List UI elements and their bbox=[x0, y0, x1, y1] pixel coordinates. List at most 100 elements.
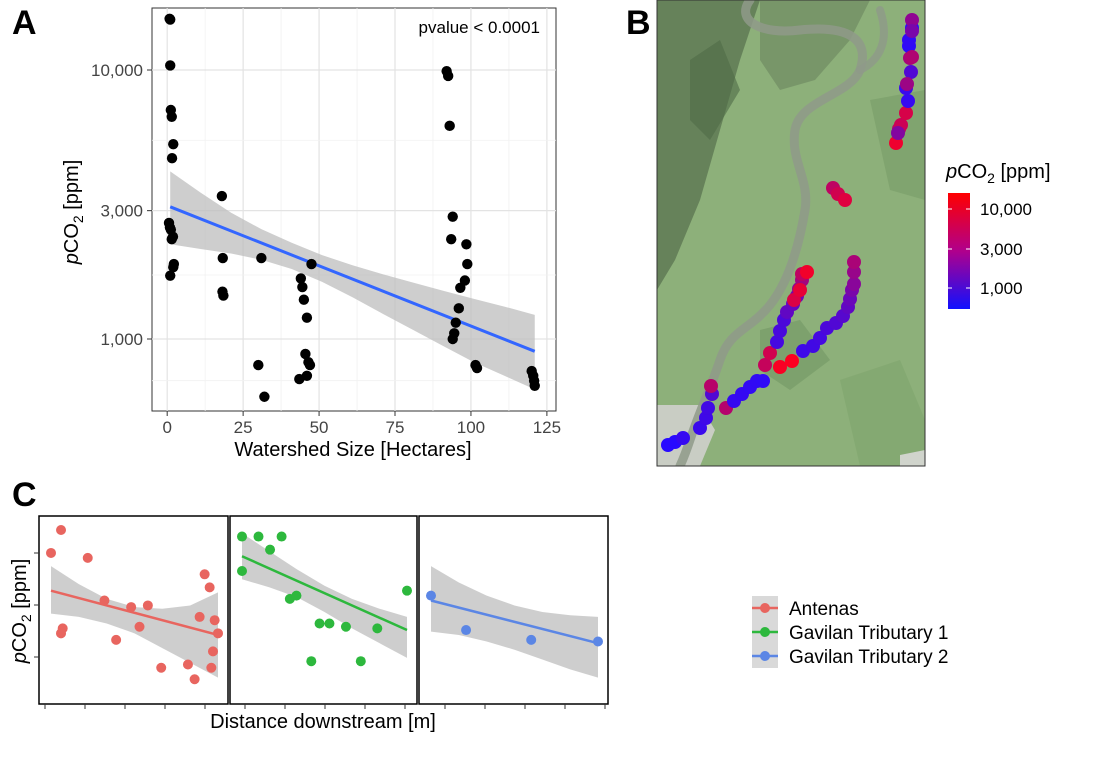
map-point bbox=[701, 401, 715, 415]
panel-a-point bbox=[306, 258, 317, 270]
facet-point bbox=[372, 623, 383, 634]
facet-point bbox=[593, 636, 603, 647]
facet-point bbox=[56, 525, 67, 535]
facet-point bbox=[206, 662, 217, 673]
panel-a-point bbox=[166, 111, 177, 122]
facet-point bbox=[314, 618, 325, 629]
map-point bbox=[891, 126, 905, 140]
legend-label-antenas: Antenas bbox=[789, 599, 859, 620]
facet-point bbox=[426, 590, 436, 601]
map-point bbox=[800, 265, 814, 279]
facet-point bbox=[526, 634, 537, 645]
panel-a-point bbox=[253, 359, 264, 371]
panel-a-x-axis-title: Watershed Size [Hectares] bbox=[234, 439, 471, 461]
panel-label-a: A bbox=[12, 4, 37, 42]
panel-a-point bbox=[300, 348, 311, 360]
panel-c-y-axis-title: pCO2 [ppm] bbox=[9, 559, 34, 665]
colorbar-label-1000: 1,000 bbox=[980, 279, 1023, 298]
map-point bbox=[676, 431, 690, 445]
panel-a-point bbox=[462, 258, 473, 270]
y-tick-label: 1,000 bbox=[100, 330, 143, 349]
map-point bbox=[905, 13, 919, 27]
panel-c-facets bbox=[34, 515, 609, 709]
panel-a-scatter: 0 25 50 75 100 125 1,000 3,000 10,000 pvalue < … bbox=[61, 7, 561, 461]
panel-a-point bbox=[298, 294, 310, 305]
facet-point bbox=[276, 531, 287, 542]
panel-a-point bbox=[165, 14, 176, 25]
facet-2 bbox=[229, 515, 418, 705]
colorbar-gradient bbox=[948, 193, 970, 309]
facet-point bbox=[265, 544, 276, 555]
map-point bbox=[704, 379, 718, 393]
y-tick-label: 10,000 bbox=[91, 61, 143, 80]
map-co2-points bbox=[661, 13, 919, 452]
panel-a-y-axis-title: pCO2 [ppm] bbox=[61, 160, 86, 266]
panel-a-fit-line bbox=[169, 205, 536, 353]
facet-point bbox=[126, 602, 137, 613]
facet-fit-line bbox=[50, 589, 219, 637]
map-point bbox=[756, 374, 770, 388]
panel-a-point bbox=[168, 261, 179, 273]
panel-a-point bbox=[447, 333, 458, 345]
panel-a-point bbox=[453, 303, 464, 314]
map-point bbox=[904, 65, 918, 79]
panel-a-point bbox=[529, 380, 540, 391]
panel-a-point bbox=[297, 281, 308, 293]
panel-a-x-axis: 0 25 50 75 100 125 bbox=[162, 411, 561, 437]
facet-ribbon bbox=[51, 566, 218, 678]
map-point bbox=[847, 265, 861, 279]
facet-point bbox=[182, 659, 193, 670]
facet-3 bbox=[418, 515, 609, 705]
panel-a-point bbox=[442, 70, 454, 82]
legend-label-gavilan-1: Gavilan Tributary 1 bbox=[789, 623, 948, 644]
panel-a-point bbox=[471, 362, 483, 374]
facet-point bbox=[199, 569, 210, 580]
panel-a-point bbox=[295, 273, 307, 284]
panel-a-point bbox=[218, 290, 229, 301]
map-point bbox=[770, 335, 784, 349]
panel-a-point bbox=[444, 120, 455, 132]
x-tick-label: 50 bbox=[310, 418, 329, 437]
legend-label-gavilan-2: Gavilan Tributary 2 bbox=[789, 647, 948, 668]
panel-a-point bbox=[165, 60, 176, 71]
facet-point bbox=[99, 595, 110, 606]
panel-a-point bbox=[447, 211, 458, 222]
x-tick-label: 75 bbox=[386, 418, 405, 437]
panel-a-point bbox=[301, 370, 313, 381]
map-point bbox=[813, 331, 827, 345]
facet-point bbox=[189, 674, 200, 685]
panel-a-point bbox=[167, 231, 179, 242]
panel-b-map: pCO2 [ppm] 10,000 3,000 1,000 bbox=[656, 0, 1051, 467]
y-tick-label: 3,000 bbox=[100, 202, 143, 221]
facet-point bbox=[340, 621, 351, 632]
facet-point bbox=[142, 600, 153, 611]
map-point bbox=[763, 346, 777, 360]
facet-point bbox=[134, 621, 145, 632]
panel-a-point bbox=[165, 270, 176, 281]
map-point bbox=[773, 324, 787, 338]
map-point bbox=[901, 94, 915, 108]
panel-a-point bbox=[303, 356, 314, 368]
facet-point bbox=[324, 618, 335, 629]
panel-a-point bbox=[301, 312, 313, 323]
panel-a-point bbox=[455, 282, 466, 294]
facet-point bbox=[156, 662, 167, 673]
map-point bbox=[793, 283, 807, 297]
panel-a-y-axis: 1,000 3,000 10,000 bbox=[91, 61, 152, 349]
map-point bbox=[773, 360, 787, 374]
map-point bbox=[900, 77, 914, 91]
facet-point bbox=[207, 646, 218, 657]
map-point bbox=[758, 358, 772, 372]
map-point bbox=[785, 354, 799, 368]
panel-a-point bbox=[168, 138, 179, 150]
facet-point bbox=[82, 552, 93, 563]
colorbar-label-3000: 3,000 bbox=[980, 240, 1023, 259]
facet-point bbox=[402, 585, 412, 596]
facet-point bbox=[194, 611, 205, 622]
map-frame bbox=[656, 0, 926, 467]
facet-point bbox=[355, 656, 366, 667]
map-background bbox=[657, 0, 925, 466]
panel-c-legend: Antenas Gavilan Tributary 1 Gavilan Trib… bbox=[752, 596, 948, 668]
facet-point bbox=[56, 628, 67, 639]
panel-a-point bbox=[450, 317, 461, 328]
